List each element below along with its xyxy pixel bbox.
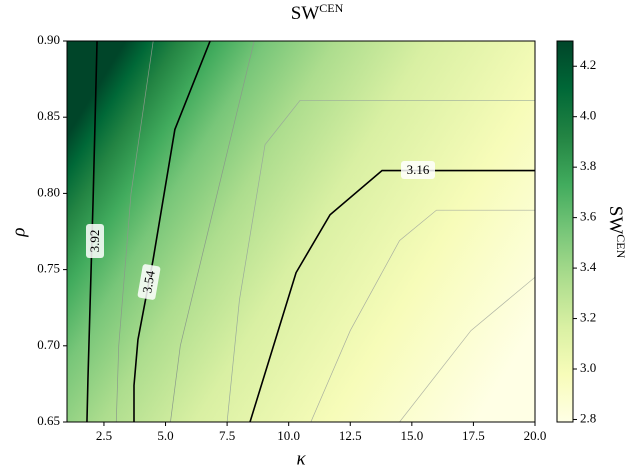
contour-label-box xyxy=(137,264,161,300)
colorbar-tick-label: 3.6 xyxy=(580,209,597,224)
chart-title: SWCEN xyxy=(291,1,344,25)
x-tick-label: 10.0 xyxy=(277,428,300,443)
y-tick-label: 0.85 xyxy=(37,108,60,123)
x-axis-label: κ xyxy=(296,448,306,469)
contour-line xyxy=(226,100,535,422)
colorbar xyxy=(556,40,574,423)
colorbar-tick-label: 3.0 xyxy=(580,360,596,375)
colorbar-tick-label: 3.2 xyxy=(580,310,596,325)
contour-label: 3.54 xyxy=(139,269,158,295)
colorbar-tick-label: 3.4 xyxy=(580,259,597,274)
contour-label-group: 3.54 xyxy=(137,264,161,300)
contour-line xyxy=(310,209,535,422)
colorbar-tick-label: 4.0 xyxy=(580,108,596,123)
y-tick-label: 0.70 xyxy=(37,337,60,352)
contour-line xyxy=(399,276,535,422)
colorbar-tick-label: 2.8 xyxy=(580,410,596,425)
y-tick-label: 0.65 xyxy=(37,413,60,428)
contour-field xyxy=(67,41,535,422)
x-tick-label: 15.0 xyxy=(400,428,423,443)
contour-label-box xyxy=(401,161,435,179)
contour-label: 3.16 xyxy=(407,162,430,177)
contour-line xyxy=(170,41,255,422)
colorbar-label: SWCEN xyxy=(605,206,629,259)
colorbar-tick-label: 3.8 xyxy=(580,158,596,173)
y-tick-label: 0.90 xyxy=(37,32,60,47)
contour-label: 3.92 xyxy=(87,230,102,253)
contour-line xyxy=(115,41,154,422)
colorbar-tick-label: 4.2 xyxy=(580,57,596,72)
contour-label-group: 3.16 xyxy=(401,161,435,179)
x-tick-label: 12.5 xyxy=(339,428,362,443)
contour-line xyxy=(133,41,211,422)
y-axis-label: ρ xyxy=(8,227,29,237)
y-tick-label: 0.80 xyxy=(37,184,60,199)
x-tick-label: 7.5 xyxy=(219,428,235,443)
x-tick-label: 17.5 xyxy=(462,428,485,443)
x-tick-label: 20.0 xyxy=(524,428,547,443)
contour-label-box xyxy=(86,224,104,258)
y-tick-label: 0.75 xyxy=(37,261,60,276)
contour-line xyxy=(86,41,98,422)
x-tick-label: 5.0 xyxy=(157,428,173,443)
x-tick-label: 2.5 xyxy=(96,428,112,443)
plot-frame xyxy=(66,40,536,423)
contour-label-group: 3.92 xyxy=(86,224,104,258)
